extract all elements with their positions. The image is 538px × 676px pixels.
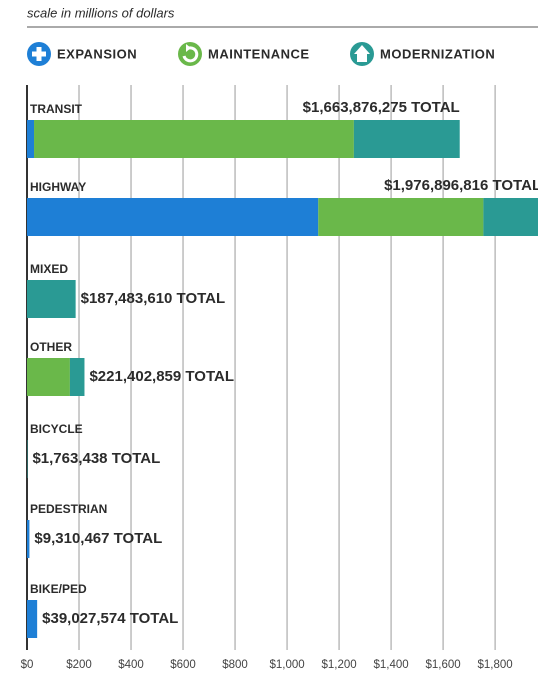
total-label: $39,027,574 TOTAL xyxy=(42,610,178,627)
x-tick-label: $1,400 xyxy=(373,659,408,671)
legend-glyph xyxy=(354,45,370,62)
x-tick-label: $0 xyxy=(21,659,34,671)
bar-segment xyxy=(27,600,38,638)
category-label: HIGHWAY xyxy=(30,180,86,194)
bar-segment xyxy=(27,198,319,236)
legend-label: MAINTENANCE xyxy=(208,46,310,61)
bar-segment xyxy=(27,120,35,158)
legend-icon xyxy=(178,42,202,66)
bar-segment xyxy=(69,358,85,396)
category-label: MIXED xyxy=(30,262,68,276)
category-label: OTHER xyxy=(30,340,72,354)
total-label: $1,763,438 TOTAL xyxy=(32,450,160,467)
total-label: $187,483,610 TOTAL xyxy=(81,290,226,307)
x-tick-label: $200 xyxy=(66,659,92,671)
x-tick-label: $400 xyxy=(118,659,144,671)
x-tick-label: $1,600 xyxy=(425,659,460,671)
legend: EXPANSION MAINTENANCE MODERNIZATION xyxy=(27,42,495,66)
bar-segment xyxy=(483,198,538,236)
total-label: $1,976,896,816 TOTAL xyxy=(384,177,538,194)
total-label: $221,402,859 TOTAL xyxy=(89,368,234,385)
x-tick-label: $1,800 xyxy=(477,659,512,671)
legend-glyph xyxy=(186,44,191,52)
category-label: TRANSIT xyxy=(30,102,83,116)
subtitle: scale in millions of dollars xyxy=(27,5,175,20)
legend-glyph xyxy=(32,47,46,61)
x-tick-label: $1,000 xyxy=(269,659,304,671)
legend-label: EXPANSION xyxy=(57,46,137,61)
bar-segment xyxy=(27,280,76,318)
bar-segment xyxy=(27,358,70,396)
category-label: BICYCLE xyxy=(30,422,83,436)
x-tick-label: $1,200 xyxy=(321,659,356,671)
bar-segment xyxy=(318,198,484,236)
x-tick-label: $600 xyxy=(170,659,196,671)
bar-segment xyxy=(34,120,354,158)
total-label: $9,310,467 TOTAL xyxy=(34,530,162,547)
x-tick-label: $800 xyxy=(222,659,248,671)
legend-label: MODERNIZATION xyxy=(380,46,495,61)
bar-segment xyxy=(27,520,30,558)
total-label: $1,663,876,275 TOTAL xyxy=(303,99,460,116)
bar-segment xyxy=(353,120,460,158)
category-label: PEDESTRIAN xyxy=(30,502,107,516)
legend-glyph xyxy=(182,46,199,63)
category-label: BIKE/PED xyxy=(30,582,87,596)
